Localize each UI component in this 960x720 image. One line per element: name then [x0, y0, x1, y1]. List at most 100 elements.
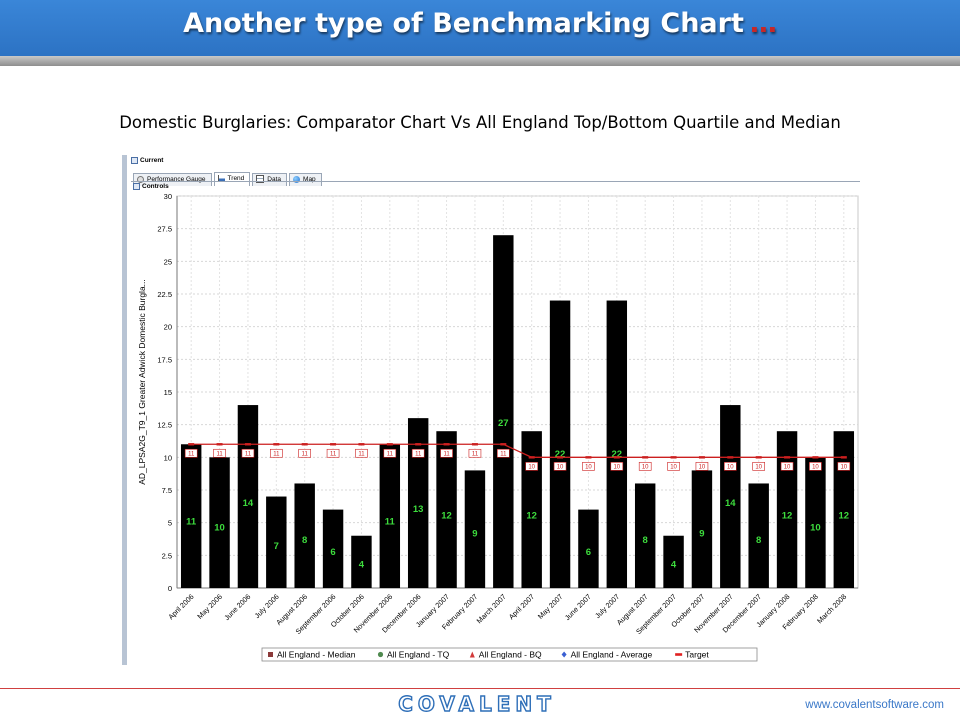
x-tick-label: May 2007: [536, 592, 565, 621]
y-tick-label: 10: [164, 453, 172, 462]
tab-label: Data: [267, 176, 282, 183]
x-tick-label: April 2006: [166, 592, 195, 621]
target-marker: [415, 443, 422, 446]
x-tick-label: March 2007: [475, 592, 508, 625]
target-label-box: [383, 448, 397, 458]
target-marker: [244, 443, 251, 446]
legend-marker-diamond: [561, 651, 567, 658]
target-marker: [585, 456, 592, 459]
bar-value-label: 12: [441, 510, 452, 521]
slide-title: Another type of Benchmarking Chart…: [0, 8, 960, 39]
expand-icon[interactable]: [131, 157, 138, 164]
y-tick-label: 0: [168, 584, 172, 593]
bar: [720, 405, 741, 588]
controls-section-header[interactable]: Controls: [133, 183, 169, 190]
legend-label: Target: [685, 650, 709, 660]
bar-value-label: 8: [643, 535, 648, 546]
tab-performance-gauge[interactable]: Performance Gauge: [133, 173, 212, 186]
bar: [606, 300, 628, 588]
bar-value-label: 22: [555, 449, 566, 460]
covalent-logo: COVALENT: [398, 693, 552, 715]
target-value-label: 10: [755, 464, 762, 470]
target-value-label: 11: [216, 451, 223, 457]
bar: [209, 457, 230, 588]
target-marker: [358, 443, 365, 446]
legend-label: All England - TQ: [387, 650, 450, 660]
target-marker: [330, 443, 337, 446]
target-label-box: [355, 448, 368, 458]
data-table-icon: [256, 175, 265, 184]
target-label-box: [724, 462, 737, 471]
bar-value-label: 11: [385, 516, 396, 527]
target-marker: [840, 456, 847, 459]
bar: [322, 509, 344, 588]
target-label-box: [525, 462, 538, 471]
target-marker: [500, 443, 507, 446]
bar-value-label: 14: [243, 498, 254, 509]
target-value-label: 11: [443, 451, 450, 457]
bar-value-label: 6: [330, 547, 335, 558]
bar: [663, 535, 684, 588]
bar-value-label: 7: [274, 541, 279, 552]
collapse-icon[interactable]: [133, 183, 140, 190]
tab-label: Trend: [227, 175, 245, 182]
target-value-label: 10: [727, 464, 734, 470]
tab-map[interactable]: Map: [289, 173, 322, 186]
target-line: [191, 443, 844, 458]
current-section-header[interactable]: Current: [131, 157, 163, 164]
legend-marker-square: [268, 652, 273, 657]
bar-value-label: 9: [472, 529, 477, 540]
y-axis-label: AD_LPSA2G_T9_1 Greater Adwick Domestic B…: [137, 279, 147, 485]
slide-title-text: Another type of Benchmarking Chart: [183, 8, 744, 39]
target-label-box: [497, 448, 510, 458]
target-marker: [557, 456, 564, 459]
y-tick-label: 5: [168, 519, 172, 528]
x-tick-label: July 2007: [593, 592, 621, 620]
target-value-label: 11: [245, 451, 252, 457]
target-label-box: [298, 448, 311, 458]
bar-value-label: 8: [302, 535, 307, 546]
target-value-label: 10: [642, 464, 649, 470]
bar-value-label: 11: [186, 516, 197, 527]
target-value-label: 10: [585, 464, 592, 470]
bar: [748, 483, 769, 588]
bar: [237, 405, 259, 588]
target-value-label: 11: [188, 451, 195, 457]
target-marker: [216, 443, 223, 446]
title-ellipsis: …: [749, 8, 777, 39]
tab-data[interactable]: Data: [252, 173, 288, 186]
target-marker: [301, 443, 308, 446]
x-tick-label: July 2006: [253, 592, 281, 620]
target-value-label: 11: [273, 451, 280, 457]
current-label: Current: [140, 157, 164, 165]
target-marker: [188, 443, 195, 446]
bar-value-label: 9: [699, 529, 704, 540]
target-label-box: [270, 448, 283, 458]
bar-value-label: 14: [725, 498, 736, 509]
target-label-box: [780, 462, 794, 471]
target-marker: [755, 456, 762, 459]
bar-value-label: 12: [526, 510, 537, 521]
tab-bar: Performance Gauge Trend Data Map: [133, 168, 324, 186]
bar: [266, 496, 287, 588]
target-value-label: 10: [699, 464, 706, 470]
bar: [464, 470, 486, 588]
x-tick-label: March 2008: [815, 592, 848, 625]
y-tick-label: 30: [164, 192, 172, 201]
y-tick-label: 22.5: [157, 290, 172, 299]
tab-label: Performance Gauge: [147, 176, 206, 183]
tab-divider: [131, 181, 860, 182]
target-label-box: [752, 462, 765, 471]
target-value-label: 10: [812, 464, 819, 470]
title-banner: [0, 0, 960, 66]
bar: [407, 418, 429, 588]
legend-marker-dash: [675, 653, 683, 656]
y-tick-label: 27.5: [157, 225, 172, 234]
bar-value-label: 4: [359, 559, 365, 570]
target-value-label: 11: [500, 451, 507, 457]
target-value-label: 11: [472, 451, 479, 457]
tab-trend[interactable]: Trend: [213, 172, 251, 186]
y-tick-label: 2.5: [162, 551, 172, 560]
footer-url[interactable]: www.covalentsoftware.com: [805, 699, 944, 711]
